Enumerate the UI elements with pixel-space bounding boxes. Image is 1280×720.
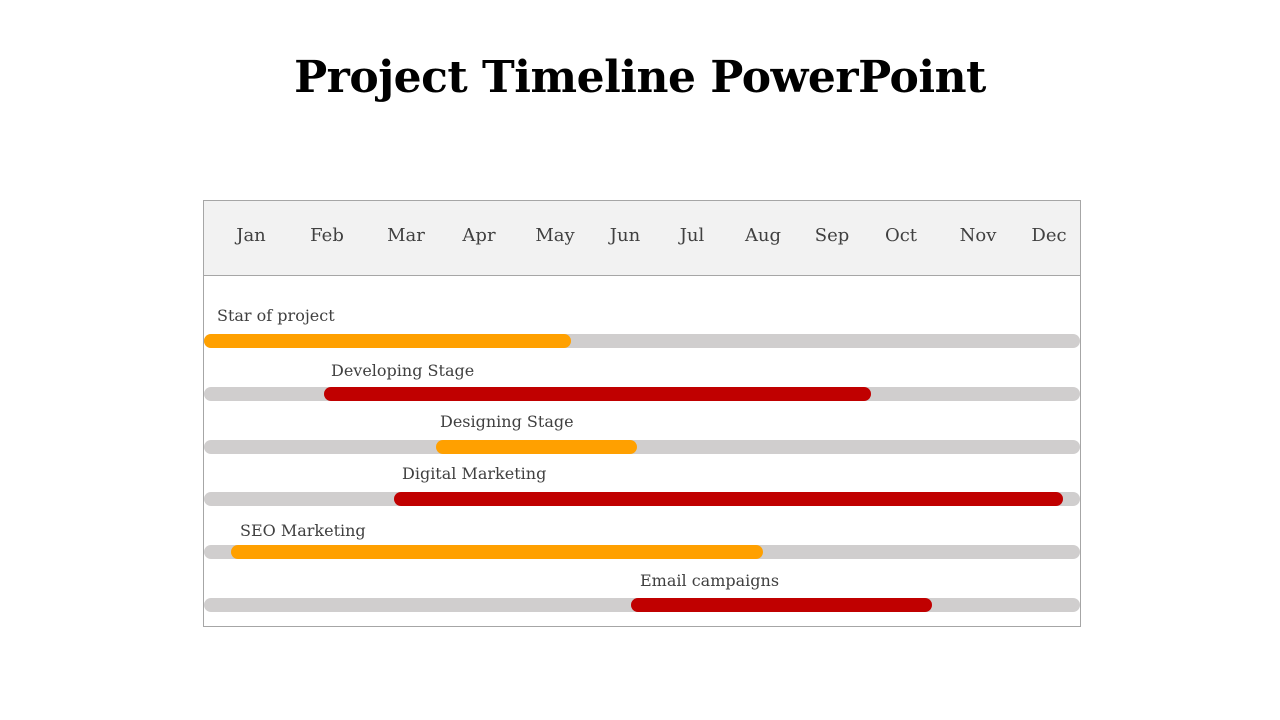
task-label: Digital Marketing <box>402 464 547 483</box>
month-label-jan: Jan <box>236 225 266 246</box>
month-label-aug: Aug <box>744 225 782 246</box>
month-label-jul: Jul <box>679 225 705 246</box>
month-label-feb: Feb <box>310 225 344 246</box>
month-header: Jan Feb Mar Apr May Jun Jul Aug Sep Oct Nov Dec <box>204 201 1080 276</box>
month-label-oct: Oct <box>884 225 918 246</box>
task-label: Star of project <box>217 306 335 325</box>
month-label-apr: Apr <box>462 225 496 246</box>
month-label-nov: Nov <box>959 225 997 246</box>
task-bar <box>436 440 637 454</box>
task-bar <box>204 334 571 348</box>
task-bar <box>324 387 871 401</box>
task-label: Email campaigns <box>640 571 780 590</box>
month-label-mar: Mar <box>387 225 425 246</box>
task-bar <box>394 492 1063 506</box>
task-bar <box>631 598 932 612</box>
timeline-chart: Jan Feb Mar Apr May Jun Jul Aug Sep Oct Nov Dec Sta… <box>203 200 1081 627</box>
task-label: Developing Stage <box>331 361 475 380</box>
month-label-sep: Sep <box>814 225 850 246</box>
task-label: Designing Stage <box>440 412 574 431</box>
task-label: SEO Marketing <box>240 521 366 540</box>
month-label-dec: Dec <box>1031 225 1067 246</box>
task-track <box>204 440 1080 454</box>
task-bar <box>231 545 763 559</box>
month-label-jun: Jun <box>609 225 641 246</box>
month-label-may: May <box>535 225 575 246</box>
slide-title: Project Timeline PowerPoint <box>294 52 986 103</box>
